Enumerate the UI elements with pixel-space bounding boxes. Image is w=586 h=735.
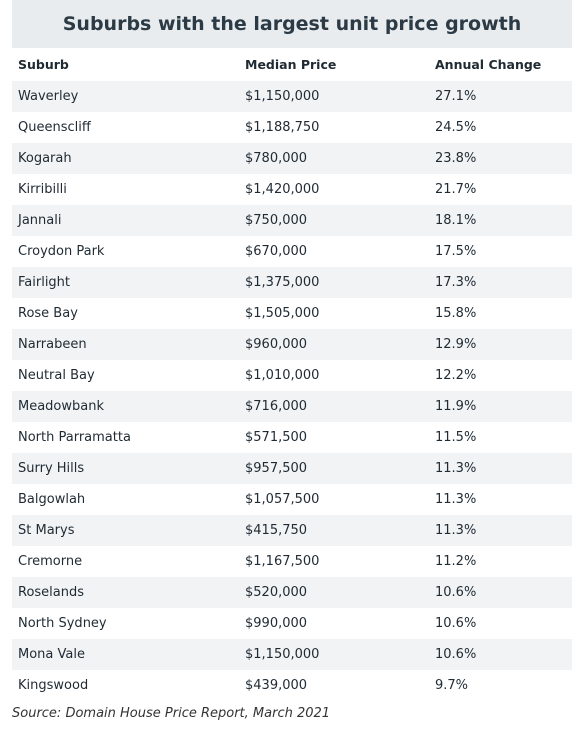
cell: $1,010,000: [245, 368, 320, 383]
row: Croydon Park $670,000 17.5%: [12, 236, 572, 267]
cell: 12.2%: [435, 368, 477, 383]
cell: 23.8%: [435, 151, 477, 166]
row: Rose Bay $1,505,000 15.8%: [12, 298, 572, 329]
table: Suburb Median Price Annual Change Waverl…: [12, 48, 572, 701]
cell: St Marys: [18, 523, 75, 538]
row: North Sydney $990,000 10.6%: [12, 608, 572, 639]
row: Narrabeen $960,000 12.9%: [12, 329, 572, 360]
title: Suburbs with the largest unit price grow…: [12, 0, 572, 48]
cell: Jannali: [18, 213, 62, 228]
cell: 11.5%: [435, 430, 477, 445]
cell: 10.6%: [435, 647, 477, 662]
row: Surry Hills $957,500 11.3%: [12, 453, 572, 484]
row: Balgowlah $1,057,500 11.3%: [12, 484, 572, 515]
cell: $780,000: [245, 151, 308, 166]
cell: 18.1%: [435, 213, 477, 228]
header-cell: Suburb: [18, 57, 69, 72]
cell: Croydon Park: [18, 244, 105, 259]
row: Fairlight $1,375,000 17.3%: [12, 267, 572, 298]
cell: $750,000: [245, 213, 308, 228]
cell: $957,500: [245, 461, 308, 476]
cell: $1,150,000: [245, 89, 320, 104]
cell: 15.8%: [435, 306, 477, 321]
cell: Fairlight: [18, 275, 71, 290]
cell: $1,057,500: [245, 492, 320, 507]
cell: 11.3%: [435, 492, 477, 507]
cell: 10.6%: [435, 585, 477, 600]
cell: Cremorne: [18, 554, 83, 569]
cell: 17.5%: [435, 244, 477, 259]
cell: $415,750: [245, 523, 308, 538]
cell: $1,505,000: [245, 306, 320, 321]
cell: Surry Hills: [18, 461, 85, 476]
row: North Parramatta $571,500 11.5%: [12, 422, 572, 453]
cell: $439,000: [245, 678, 308, 693]
cell: Kingswood: [18, 678, 89, 693]
cell: North Parramatta: [18, 430, 131, 445]
cell: 10.6%: [435, 616, 477, 631]
cell: $1,167,500: [245, 554, 320, 569]
cell: 24.5%: [435, 120, 477, 135]
cell: $1,420,000: [245, 182, 320, 197]
cell: 17.3%: [435, 275, 477, 290]
cell: Roselands: [18, 585, 85, 600]
header-cell: Median Price: [245, 57, 337, 72]
cell: Mona Vale: [18, 647, 85, 662]
row: Kirribilli $1,420,000 21.7%: [12, 174, 572, 205]
cell: $716,000: [245, 399, 308, 414]
cell: Meadowbank: [18, 399, 105, 414]
cell: Rose Bay: [18, 306, 78, 321]
header-cell: Annual Change: [435, 57, 542, 72]
cell: 12.9%: [435, 337, 477, 352]
cell: $1,188,750: [245, 120, 320, 135]
cell: $571,500: [245, 430, 308, 445]
cell: 11.3%: [435, 461, 477, 476]
row: Queenscliff $1,188,750 24.5%: [12, 112, 572, 143]
row: Roselands $520,000 10.6%: [12, 577, 572, 608]
cell: Kogarah: [18, 151, 72, 166]
cell: $960,000: [245, 337, 308, 352]
cell: Balgowlah: [18, 492, 86, 507]
row: Kingswood $439,000 9.7%: [12, 670, 572, 701]
cell: 27.1%: [435, 89, 477, 104]
cell: 21.7%: [435, 182, 477, 197]
cell: $1,375,000: [245, 275, 320, 290]
row: Meadowbank $716,000 11.9%: [12, 391, 572, 422]
cell: Kirribilli: [18, 182, 67, 197]
cell: $990,000: [245, 616, 308, 631]
cell: Narrabeen: [18, 337, 87, 352]
row: Cremorne $1,167,500 11.2%: [12, 546, 572, 577]
cell: 11.2%: [435, 554, 477, 569]
row: Mona Vale $1,150,000 10.6%: [12, 639, 572, 670]
cell: $520,000: [245, 585, 308, 600]
cell: 11.9%: [435, 399, 477, 414]
cell: Queenscliff: [18, 120, 91, 135]
header-row: Suburb Median Price Annual Change: [12, 48, 572, 81]
row: Kogarah $780,000 23.8%: [12, 143, 572, 174]
cell: Neutral Bay: [18, 368, 95, 383]
source: Source: Domain House Price Report, March…: [12, 706, 331, 721]
row: Waverley $1,150,000 27.1%: [12, 81, 572, 112]
cell: $670,000: [245, 244, 308, 259]
row: Neutral Bay $1,010,000 12.2%: [12, 360, 572, 391]
cell: North Sydney: [18, 616, 107, 631]
cell: 11.3%: [435, 523, 477, 538]
table-body: Waverley $1,150,000 27.1% Queenscliff $1,188…: [12, 81, 572, 701]
row: St Marys $415,750 11.3%: [12, 515, 572, 546]
cell: $1,150,000: [245, 647, 320, 662]
cell: Waverley: [18, 89, 79, 104]
row: Jannali $750,000 18.1%: [12, 205, 572, 236]
cell: 9.7%: [435, 678, 469, 693]
